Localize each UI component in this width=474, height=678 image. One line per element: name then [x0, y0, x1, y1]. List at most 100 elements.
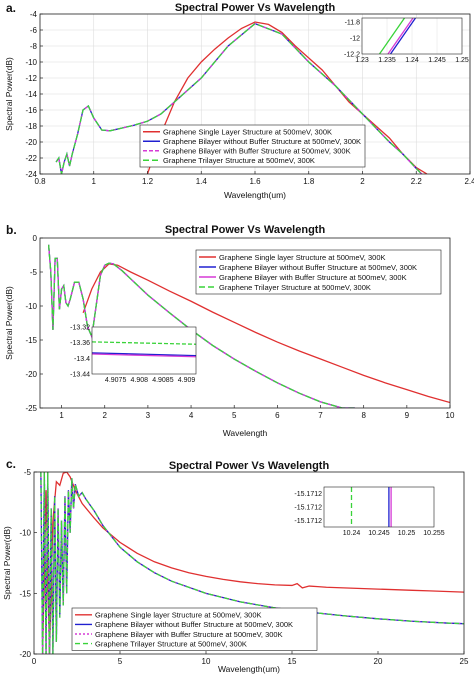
inset-y-tick-label: -13.32 [70, 325, 90, 332]
x-tick-label: 4 [189, 411, 194, 420]
panel-a: Spectral Power Vs Wavelength 0.8 1 1.2 1.4 1.… [4, 2, 474, 200]
x-tick-label: 5 [232, 411, 237, 420]
inset-x-tick-label: 4.908 [131, 377, 149, 384]
legend-entry: Graphene Bilayer without Buffer Structur… [163, 137, 361, 146]
y-axis-label: Spectral Power(dB) [2, 526, 12, 600]
y-tick-label: -8 [30, 42, 38, 51]
legend-entry: Graphene Trilayer Structure at 500meV, 3… [95, 639, 247, 648]
x-tick-label: 1.4 [196, 177, 208, 186]
y-tick-label: 0 [33, 234, 38, 243]
y-tick-label: -22 [25, 154, 37, 163]
series-line-4 [47, 244, 356, 408]
inset-series-line-1 [378, 18, 406, 54]
y-tick-label: -6 [30, 26, 38, 35]
y-tick-label: -10 [19, 529, 31, 538]
inset-x-tick-label: 4.909 [178, 377, 196, 384]
x-tick-label: 7 [318, 411, 323, 420]
panel-b: Spectral Power Vs Wavelength 1 2 3 4 5 6 7 8 9 10 0… [4, 224, 455, 438]
inset-background [324, 487, 434, 527]
x-axis-label: Wavelength [223, 428, 268, 438]
legend-box [195, 249, 442, 295]
x-tick-label: 1.8 [303, 177, 315, 186]
panel-a-label: a. [6, 1, 16, 15]
inset-x-tick-label: 1.23 [355, 57, 369, 64]
inset-x-tick-label: 10.245 [368, 530, 390, 537]
y-axis-label: Spectral Power(dB) [4, 286, 14, 360]
x-tick-label: 0.8 [34, 177, 46, 186]
x-tick-label: 1.2 [142, 177, 154, 186]
inset-plot: 10.24 10.245 10.25 10.255 -15.1712 -15.1712 -1… [294, 486, 445, 537]
plot-frame [39, 237, 451, 409]
plot-frame [33, 471, 465, 655]
series-line-1 [82, 263, 450, 404]
legend-box [71, 607, 318, 651]
inset-y-tick-label: -12.2 [344, 52, 360, 59]
x-tick-label: 15 [288, 657, 297, 666]
y-tick-label: -16 [25, 106, 37, 115]
y-tick-label: -20 [19, 650, 31, 659]
legend-entry: Graphene Bilayer without Buffer Structur… [219, 263, 417, 272]
inset-series-line-3 [389, 18, 417, 54]
series-line-4 [40, 472, 464, 654]
x-tick-label: 25 [460, 657, 469, 666]
panel-b-label: b. [6, 223, 17, 237]
x-tick-label: 0 [32, 657, 37, 666]
x-tick-label: 5 [118, 657, 123, 666]
chart-title: Spectral Power Vs Wavelength [169, 460, 330, 472]
inset-plot: 1.23 1.235 1.24 1.245 1.25 -11.8 -12 -12.2 [344, 17, 469, 64]
inset-x-tick-label: 10.24 [343, 530, 361, 537]
inset-frame [323, 486, 435, 528]
x-tick-label: 6 [275, 411, 280, 420]
y-tick-label: -14 [25, 90, 37, 99]
x-tick-label: 2.2 [411, 177, 423, 186]
inset-x-tick-label: 10.25 [398, 530, 416, 537]
legend-entry: Graphene Trilayer Structure at 500meV, 3… [163, 156, 315, 165]
inset-frame [361, 17, 463, 55]
inset-x-tick-label: 1.25 [455, 57, 469, 64]
x-tick-label: 10 [446, 411, 455, 420]
x-tick-label: 8 [361, 411, 366, 420]
y-tick-label: -5 [24, 468, 32, 477]
y-tick-label: -12 [25, 74, 37, 83]
series-line-1 [146, 21, 428, 174]
inset-y-tick-label: -13.44 [70, 372, 90, 379]
y-tick-label: -4 [30, 10, 38, 19]
inset-y-tick-label: -12 [350, 36, 360, 43]
legend-entry: Graphene Bilayer with Buffer Structure a… [163, 147, 351, 156]
y-tick-label: -18 [25, 122, 37, 131]
y-tick-label: -5 [30, 268, 38, 277]
x-tick-label: 1 [92, 177, 97, 186]
inset-series-line-2 [387, 18, 414, 54]
legend-entry: Graphene Bilayer without Buffer Structur… [95, 620, 293, 629]
inset-y-tick-label: -13.36 [70, 340, 90, 347]
y-tick-label: -15 [19, 589, 31, 598]
x-tick-label: 9 [405, 411, 410, 420]
x-tick-label: 1.6 [249, 177, 261, 186]
chart-title: Spectral Power Vs Wavelength [165, 224, 326, 236]
series-line-4 [55, 22, 423, 174]
x-tick-label: 20 [374, 657, 383, 666]
inset-x-tick-label: 1.245 [428, 57, 446, 64]
y-tick-label: -20 [25, 138, 37, 147]
series-line-1 [41, 472, 464, 654]
legend-entry: Graphene Bilayer with Buffer Structure a… [219, 273, 407, 282]
panel-c: Spectral Power Vs Wavelength 0 5 10 15 20 25 -5… [2, 460, 469, 674]
legend-entry: Graphene Bilayer with Buffer Structure a… [95, 630, 283, 639]
x-tick-label: 1 [59, 411, 64, 420]
legend-entry: Graphene Single Layer Structure at 500me… [163, 128, 332, 137]
inset-y-tick-label: -13.4 [74, 356, 90, 363]
y-tick-label: -10 [25, 302, 37, 311]
inset-series-line-1 [92, 341, 196, 345]
x-tick-label: 10 [202, 657, 211, 666]
x-axis-label: Wavelength(um) [224, 190, 286, 200]
y-tick-label: -25 [25, 404, 37, 413]
inset-x-tick-label: 10.255 [423, 530, 445, 537]
inset-y-tick-label: -15.1712 [294, 518, 322, 525]
inset-y-tick-label: -15.1712 [294, 505, 322, 512]
inset-x-tick-label: 4.9085 [152, 377, 174, 384]
legend-entry: Graphene Single layer Structure at 500me… [95, 611, 262, 620]
inset-x-tick-label: 1.235 [378, 57, 396, 64]
inset-background [92, 327, 196, 374]
panel-c-label: c. [6, 457, 16, 471]
